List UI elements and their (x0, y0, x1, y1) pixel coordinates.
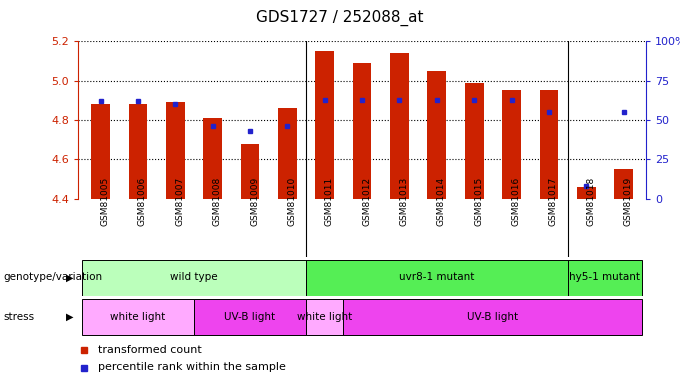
Text: UV-B light: UV-B light (224, 312, 275, 322)
Bar (194, 299, 306, 335)
Text: ▶: ▶ (66, 312, 73, 322)
Bar (278, 108, 296, 199)
Bar (428, 71, 446, 199)
Bar (82, 299, 194, 335)
Bar (568, 260, 643, 296)
Bar (614, 169, 633, 199)
Bar (503, 90, 521, 199)
Text: GSM81009: GSM81009 (250, 177, 259, 226)
Bar (129, 104, 148, 199)
Text: GSM81017: GSM81017 (549, 177, 558, 226)
Text: GSM81011: GSM81011 (325, 177, 334, 226)
Bar (241, 144, 259, 199)
Bar (465, 82, 483, 199)
Text: GSM81010: GSM81010 (288, 177, 296, 226)
Bar (539, 90, 558, 199)
Text: white light: white light (110, 312, 166, 322)
Text: GSM81008: GSM81008 (213, 177, 222, 226)
Text: wild type: wild type (170, 273, 218, 282)
Text: hy5-1 mutant: hy5-1 mutant (569, 273, 641, 282)
Text: GSM81015: GSM81015 (474, 177, 483, 226)
Text: percentile rank within the sample: percentile rank within the sample (98, 363, 286, 372)
Bar (306, 260, 568, 296)
Text: GSM81005: GSM81005 (101, 177, 109, 226)
Bar (203, 118, 222, 199)
Bar (316, 51, 334, 199)
Text: uvr8-1 mutant: uvr8-1 mutant (399, 273, 475, 282)
Text: GSM81019: GSM81019 (624, 177, 632, 226)
Text: GSM81006: GSM81006 (138, 177, 147, 226)
Bar (577, 187, 596, 199)
Bar (390, 53, 409, 199)
Bar (343, 299, 643, 335)
Text: GDS1727 / 252088_at: GDS1727 / 252088_at (256, 9, 424, 26)
Bar (306, 299, 343, 335)
Text: GSM81014: GSM81014 (437, 177, 446, 226)
Text: GSM81013: GSM81013 (399, 177, 409, 226)
Bar (82, 260, 306, 296)
Bar (353, 63, 371, 199)
Text: GSM81018: GSM81018 (586, 177, 595, 226)
Text: ▶: ▶ (66, 273, 73, 282)
Text: transformed count: transformed count (98, 345, 202, 355)
Text: UV-B light: UV-B light (467, 312, 518, 322)
Text: genotype/variation: genotype/variation (3, 273, 103, 282)
Text: stress: stress (3, 312, 35, 322)
Bar (166, 102, 185, 199)
Text: GSM81007: GSM81007 (175, 177, 184, 226)
Text: white light: white light (297, 312, 352, 322)
Text: GSM81012: GSM81012 (362, 177, 371, 226)
Bar (91, 104, 110, 199)
Text: GSM81016: GSM81016 (511, 177, 520, 226)
